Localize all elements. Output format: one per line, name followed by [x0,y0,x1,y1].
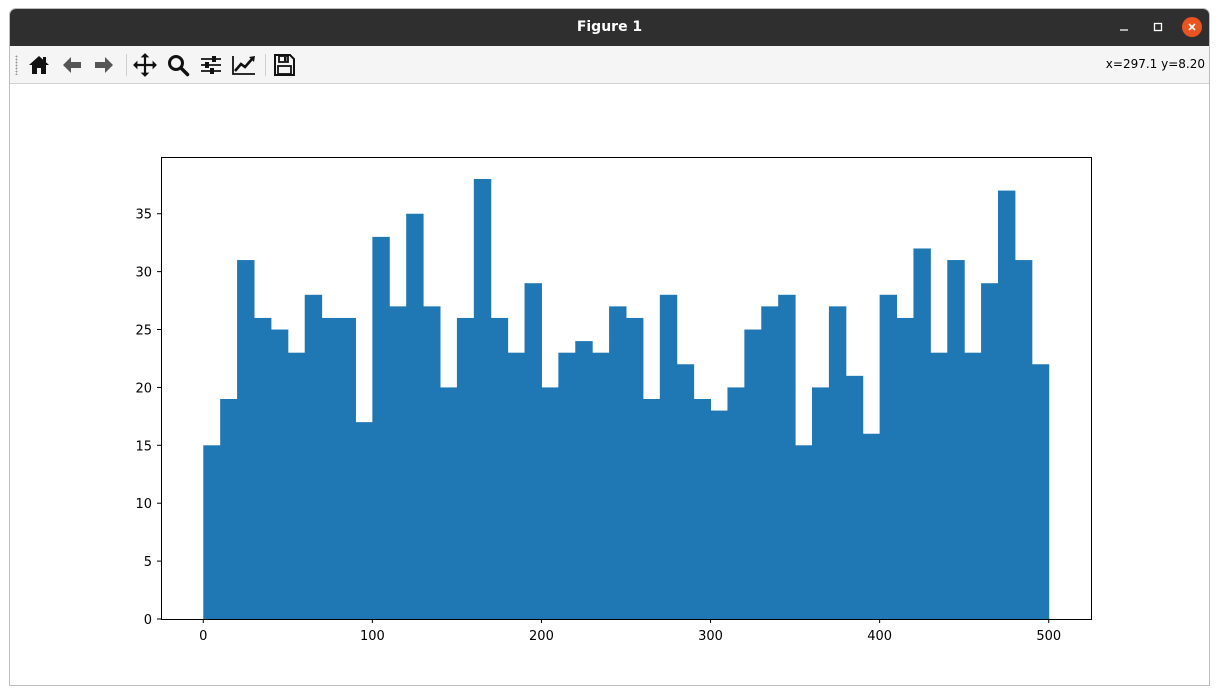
histogram-bar [913,248,931,619]
histogram-bar [304,294,323,619]
zoom-button[interactable] [163,50,193,80]
histogram-bar [744,329,762,619]
edit-axis-icon [232,56,255,75]
y-tick-label: 10 [135,497,152,512]
edit-axis-button[interactable] [229,50,259,80]
histogram-bar [998,190,1016,619]
histogram-chart: 0 100 200 300 400 500 0 5 10 15 20 25 30 35 [135,157,1092,644]
histogram-bar [778,294,796,619]
histogram-bar [237,260,255,619]
y-tick-label: 5 [144,555,152,570]
histogram-bar [1014,260,1033,619]
pan-button[interactable] [130,50,160,80]
histogram-bar [558,352,576,619]
subplots-button[interactable] [196,50,226,80]
histogram-bar [440,387,458,619]
maximize-icon [1153,22,1163,32]
histogram-bar [626,317,644,619]
zoom-icon [168,55,190,77]
x-tick-label: 300 [698,629,723,644]
y-tick-label: 30 [135,266,152,281]
histogram-bar [947,260,965,619]
histogram-bar [659,294,678,619]
x-tick-label: 0 [199,629,207,644]
histogram-bar [828,306,847,619]
home-icon [29,56,49,74]
histogram-bar [896,317,914,619]
subplots-config-icon [201,56,221,74]
minimize-button[interactable] [1114,17,1134,37]
back-button[interactable] [57,50,87,80]
back-arrow-icon [63,57,81,73]
toolbar-separator [265,54,266,76]
histogram-bar [423,306,441,619]
minimize-icon [1120,29,1128,31]
histogram-bar [254,317,272,619]
y-tick-label: 25 [135,324,152,339]
histogram-bar [761,306,779,619]
histogram-bar [693,399,712,619]
histogram-bar [981,283,999,619]
histogram-bar [930,352,948,619]
maximize-button[interactable] [1148,17,1168,37]
histogram-bar [490,317,509,619]
y-tick-label: 35 [135,208,152,223]
histogram-bar [270,329,289,619]
save-button[interactable] [269,50,299,80]
figure-window: Figure 1 [9,8,1210,686]
histogram-bar [456,317,475,619]
histogram-bar [575,341,593,619]
cursor-coordinates: x=297.1 y=8.20 [1105,57,1205,71]
histogram-bar [845,375,864,619]
histogram-bar [321,317,340,619]
close-button[interactable] [1182,17,1202,37]
y-tick-label: 0 [144,613,152,628]
x-tick-label: 400 [867,629,892,644]
title-bar[interactable]: Figure 1 [10,9,1209,46]
histogram-bar [592,352,610,619]
histogram-bar [609,306,627,619]
forward-button[interactable] [89,50,119,80]
histogram-bar [338,317,356,619]
histogram-bar [795,445,813,619]
histogram-bar [1031,364,1050,619]
forward-arrow-icon [95,57,113,73]
histogram-bar [220,399,238,619]
histogram-bar [372,236,390,620]
y-tick-label: 20 [135,381,152,396]
histogram-bar [676,364,695,619]
histogram-bar [541,387,559,619]
histogram-bar [203,445,221,619]
histogram-bar [406,213,424,619]
histogram-bar [389,306,407,619]
navigation-toolbar: x=297.1 y=8.20 [10,46,1209,84]
close-icon [1188,23,1196,31]
figure-canvas[interactable]: 0 100 200 300 400 500 0 5 10 15 20 25 30 35 [10,84,1209,685]
histogram-bar [727,387,745,619]
histogram-bar [473,179,492,619]
toolbar-grip[interactable] [15,55,18,75]
histogram-bar [507,352,526,619]
histogram-bar [710,410,728,619]
save-icon [274,54,295,76]
window-title: Figure 1 [576,19,643,35]
home-button[interactable] [24,50,54,80]
histogram-bar [524,283,542,619]
histogram-bar [642,399,661,619]
histogram-bar [287,352,306,619]
histogram-bar [879,294,898,619]
axes-frame [161,157,1092,620]
histogram-bar [812,387,830,619]
histogram-bar [355,422,373,619]
histogram-bar [862,433,881,619]
x-tick-label: 500 [1036,629,1061,644]
pan-icon [133,53,157,77]
x-tick-label: 200 [529,629,554,644]
y-tick-label: 15 [135,439,152,454]
x-tick-label: 100 [360,629,385,644]
toolbar-separator [126,54,127,76]
histogram-bar [964,352,982,619]
